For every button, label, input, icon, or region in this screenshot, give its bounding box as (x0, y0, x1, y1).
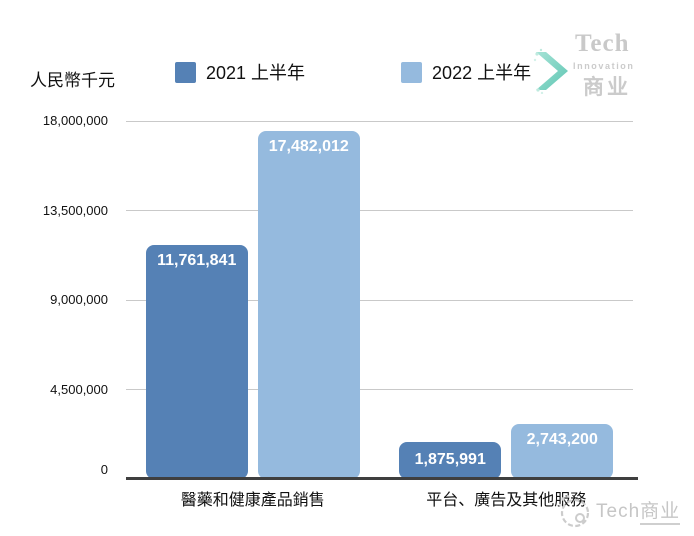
bar-value-label: 2,743,200 (526, 431, 598, 448)
legend-item: 2021 上半年 (175, 59, 305, 85)
brand-chevron-icon (533, 48, 568, 94)
gridline (126, 120, 633, 122)
brand-subtitle: Innovation (573, 61, 635, 71)
legend-swatch-icon (175, 61, 196, 83)
watermark-brand: Tech (596, 501, 641, 522)
bar-value-label: 1,875,991 (414, 451, 486, 468)
watermark-text: Tech商业 (596, 496, 681, 525)
watermark-mascot-icon (559, 495, 590, 528)
brand-logo: Tech Innovation 商业 (533, 28, 663, 99)
y-axis-tick-label: 13,500,000 (42, 202, 108, 218)
bar-value-label: 11,761,841 (157, 252, 237, 269)
y-axis-tick-label: 4,500,000 (50, 381, 108, 397)
bar-2021 上半年-醫藥和健康產品銷售: 11,761,841 (145, 245, 248, 479)
legend-label: 2021 上半年 (206, 63, 306, 83)
category-label: 平台、廣告及其他服務 (426, 492, 587, 509)
bar-value-label: 17,482,012 (268, 138, 349, 155)
brand-name-cn: 商业 (583, 76, 631, 99)
bar-2022 上半年-醫藥和健康產品銷售: 17,482,012 (257, 131, 360, 479)
y-axis-tick-label: 9,000,000 (50, 292, 108, 307)
watermark-brand-cn: 商业 (640, 501, 681, 525)
legend-item: 2022 上半年 (401, 59, 531, 85)
gridline (126, 299, 633, 301)
gridline (126, 389, 633, 390)
x-axis-line (126, 477, 638, 480)
watermark: Tech商业 (558, 494, 681, 530)
bar-2022 上半年-平台、廣告及其他服務: 2,743,200 (511, 424, 614, 479)
y-axis-tick-label: 18,000,000 (42, 113, 108, 128)
chart-legend: 2021 上半年 2022 上半年 (175, 59, 531, 85)
gridline (126, 210, 633, 211)
y-axis-tick-label: 0 (100, 462, 108, 477)
legend-label: 2022 上半年 (432, 63, 532, 83)
y-axis-unit-label: 人民幣千元 (30, 71, 115, 90)
brand-name: Tech (575, 30, 630, 57)
bar-2021 上半年-平台、廣告及其他服務: 1,875,991 (399, 442, 502, 479)
legend-swatch-icon (401, 61, 423, 83)
category-label: 醫藥和健康產品銷售 (180, 492, 325, 509)
